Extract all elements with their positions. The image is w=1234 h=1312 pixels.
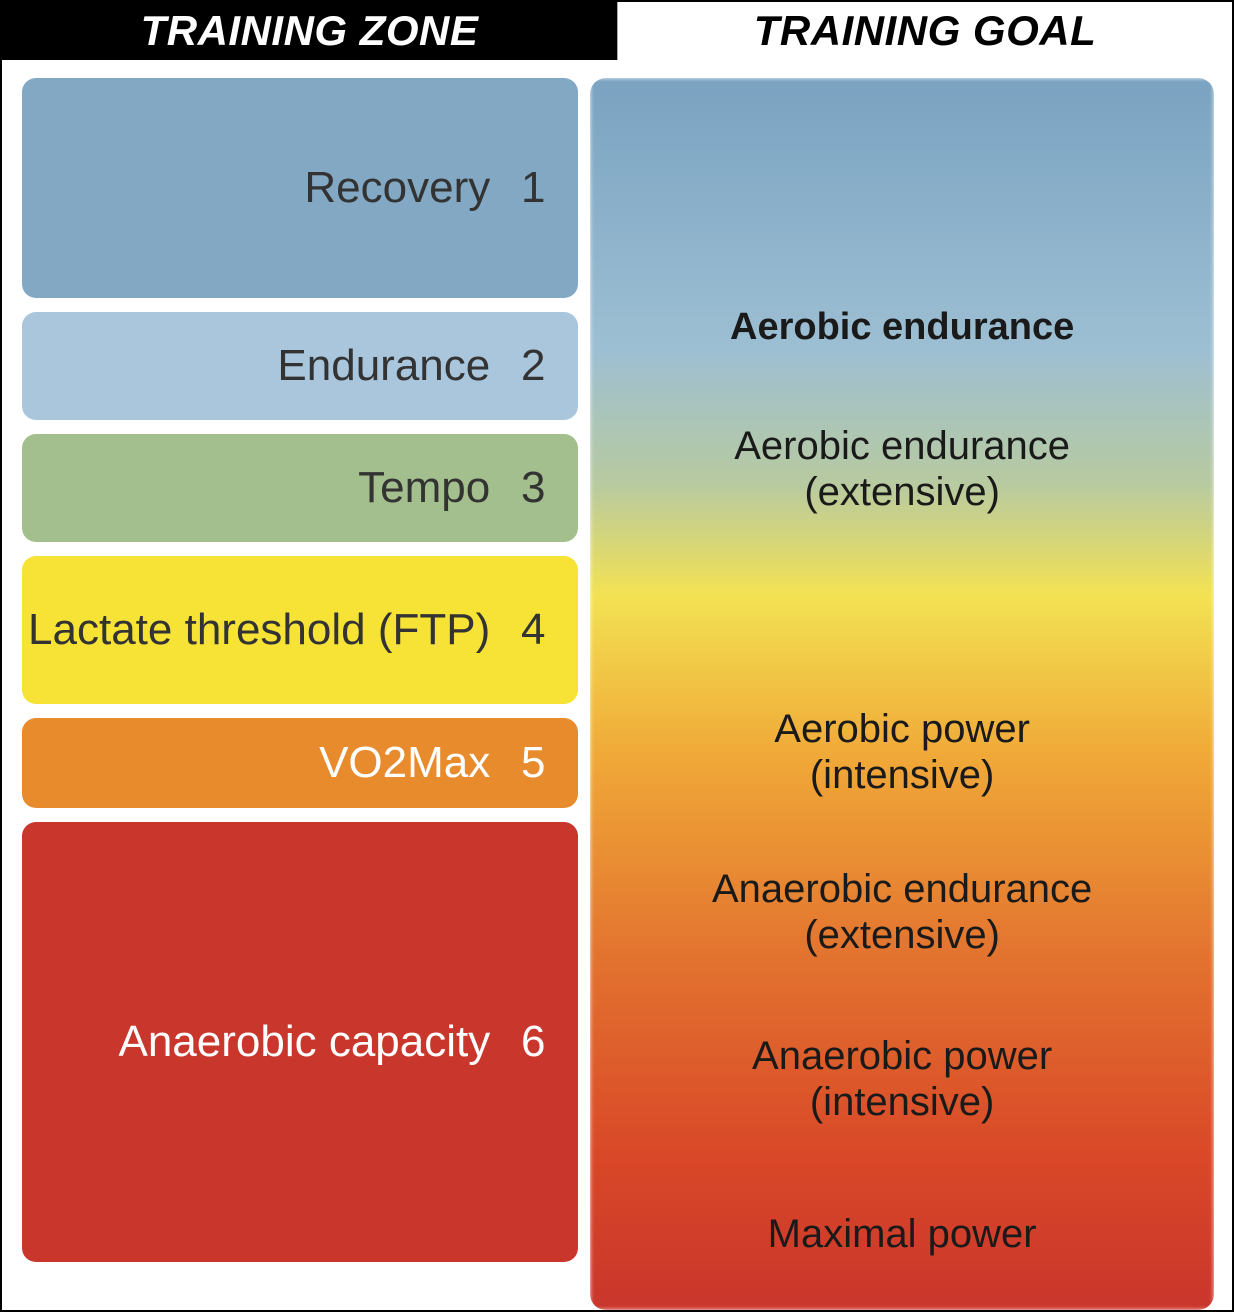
zone-1-label: Recovery [304, 163, 490, 213]
infographic-container: TRAINING ZONE TRAINING GOAL Recovery 1 End… [0, 0, 1234, 1312]
zone-2-label: Endurance [277, 341, 490, 391]
zones-column: Recovery 1 Endurance 2 Tempo 3 Lactate thresho… [2, 78, 578, 1310]
zone-5-number: 5 [518, 738, 548, 788]
zone-3-label: Tempo [358, 463, 490, 513]
goal-1-line1: Aerobic endurance [590, 306, 1214, 350]
header-training-zone: TRAINING ZONE [2, 2, 617, 60]
zone-6-number: 6 [518, 1017, 548, 1067]
goal-2-line1: Aerobic endurance [590, 423, 1214, 469]
zone-2: Endurance 2 [22, 312, 578, 420]
goals-overlay: Aerobic enduranceAerobic endurance(exten… [590, 78, 1214, 1310]
zone-1-number: 1 [518, 163, 548, 213]
goal-5-line2: (intensive) [590, 1079, 1214, 1125]
zone-5-label: VO2Max [319, 738, 490, 788]
goal-2: Aerobic endurance(extensive) [590, 423, 1214, 515]
zone-4-number: 4 [518, 605, 548, 655]
zone-3: Tempo 3 [22, 434, 578, 542]
goal-4-line2: (extensive) [590, 912, 1214, 958]
zone-6: Anaerobic capacity 6 [22, 822, 578, 1262]
goal-3: Aerobic power(intensive) [590, 706, 1214, 798]
goal-4-line1: Anaerobic endurance [590, 866, 1214, 912]
goal-6: Maximal power [590, 1211, 1214, 1257]
zone-2-number: 2 [518, 341, 548, 391]
goal-4: Anaerobic endurance(extensive) [590, 866, 1214, 958]
goal-1: Aerobic endurance [590, 306, 1214, 350]
zone-4: Lactate threshold (FTP) 4 [22, 556, 578, 704]
header-training-goal: TRAINING GOAL [617, 2, 1232, 60]
body-row: Recovery 1 Endurance 2 Tempo 3 Lactate thresho… [2, 60, 1232, 1310]
header-row: TRAINING ZONE TRAINING GOAL [2, 2, 1232, 60]
goal-2-line2: (extensive) [590, 469, 1214, 515]
goal-3-line1: Aerobic power [590, 706, 1214, 752]
zone-4-label: Lactate threshold (FTP) [28, 605, 490, 655]
goal-5-line1: Anaerobic power [590, 1033, 1214, 1079]
goals-column: Aerobic enduranceAerobic endurance(exten… [590, 78, 1214, 1310]
zone-5: VO2Max 5 [22, 718, 578, 808]
zone-1: Recovery 1 [22, 78, 578, 298]
goal-5: Anaerobic power(intensive) [590, 1033, 1214, 1125]
zone-3-number: 3 [518, 463, 548, 513]
goal-3-line2: (intensive) [590, 752, 1214, 798]
zone-6-label: Anaerobic capacity [118, 1017, 490, 1067]
goal-6-line1: Maximal power [590, 1211, 1214, 1257]
